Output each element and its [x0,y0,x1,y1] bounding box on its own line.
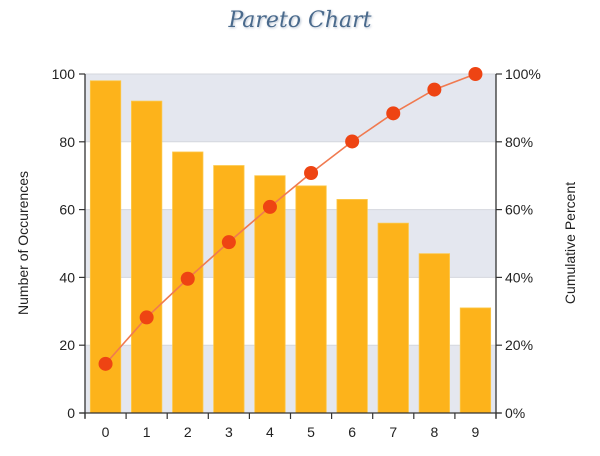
y-tick-label: 100 [52,66,76,82]
x-tick-label: 7 [389,424,397,440]
cumulative-point-marker [427,82,442,97]
x-tick-label: 9 [472,424,480,440]
x-axis-ticks: 0 1 2 3 4 5 6 7 8 9 [84,413,497,440]
y-tick-label: 40 [59,269,75,285]
chart-title: Pareto Chart [228,8,372,33]
x-tick-label: 0 [102,424,110,440]
y2-tick-label: 20% [505,337,533,353]
left-y-axis-ticks: 0 20 40 60 80 100 [52,66,85,421]
x-tick-label: 8 [430,424,438,440]
cumulative-point-marker [386,106,401,121]
y-tick-label: 60 [59,202,75,218]
bar [459,307,492,414]
right-y-axis-title: Cumulative Percent [562,182,578,304]
bar-series [89,80,492,414]
y2-tick-label: 100% [505,66,541,82]
y2-tick-label: 40% [505,269,533,285]
cumulative-point-marker [345,134,360,149]
y-tick-label: 20 [59,337,75,353]
right-y-axis-ticks: 0% 20% 40% 60% 80% 100% [496,66,541,421]
x-tick-label: 5 [307,424,315,440]
cumulative-point-marker [304,165,319,180]
cumulative-point-marker [180,271,195,286]
bar [377,222,409,414]
x-tick-label: 6 [348,424,356,440]
bar [295,185,327,414]
bar [213,165,245,414]
cumulative-point-marker [262,199,277,214]
bar [418,253,450,414]
cumulative-point-marker [139,310,154,325]
cumulative-point-marker [98,356,113,371]
bar [131,100,163,414]
y-tick-label: 80 [59,134,75,150]
x-tick-label: 3 [225,424,233,440]
y2-tick-label: 60% [505,202,533,218]
y-tick-label: 0 [67,405,75,421]
y2-tick-label: 0% [505,405,525,421]
cumulative-line-series [98,67,483,371]
cumulative-line [104,73,476,365]
x-tick-label: 4 [266,424,274,440]
y2-tick-label: 80% [505,134,533,150]
cumulative-point-marker [221,235,236,250]
x-tick-label: 1 [143,424,151,440]
x-tick-label: 2 [184,424,192,440]
left-y-axis-title: Number of Occurences [15,171,31,315]
bar [336,199,368,414]
cumulative-point-marker [468,67,483,81]
